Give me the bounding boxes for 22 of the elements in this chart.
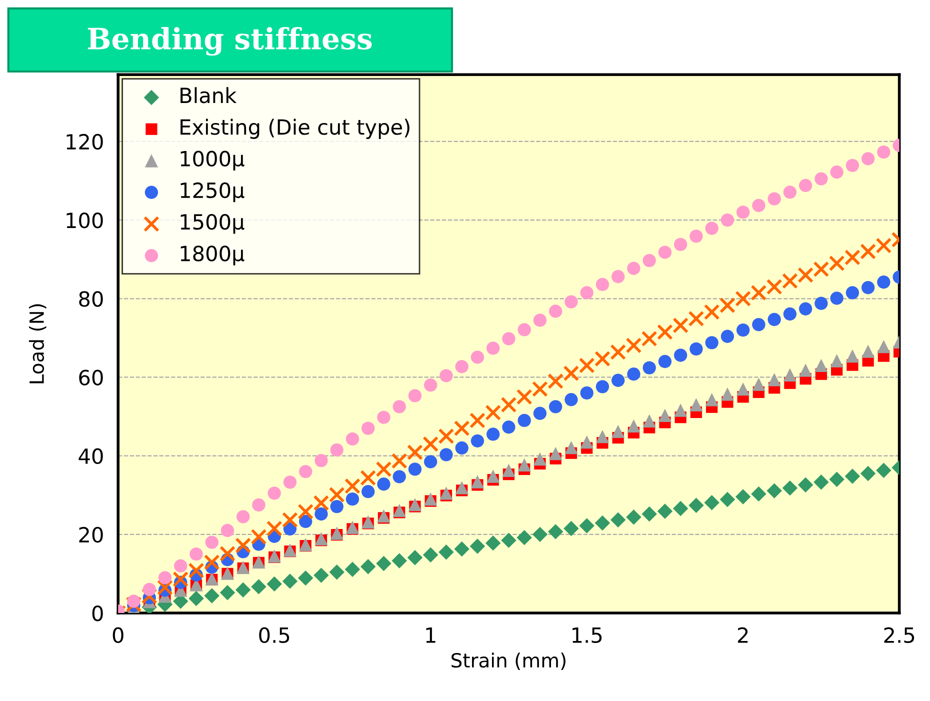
x-axis-title: Strain (mm) [452,652,566,670]
legend-label: 1800μ [180,246,244,266]
legend-label: Blank [180,87,237,104]
x-tick-label: 0.5 [259,627,290,644]
legend-label: 1250μ [180,182,244,202]
y-tick-label: 0 [92,605,103,622]
y-tick-label: 20 [79,526,103,543]
x-tick-label: 1 [426,628,436,643]
x-tick-label: 0 [112,627,124,644]
y-tick-label: 60 [79,370,103,386]
y-tick-label: 100 [66,212,103,228]
x-tick-label: 2 [738,627,748,643]
x-tick-label: 2.5 [884,627,914,644]
legend-label: Existing (Die cut type) [180,118,410,139]
legend-label: 1000μ [180,150,244,171]
legend-label: 1500μ [180,214,244,234]
chart-title: Bending stiffness [88,27,372,56]
y-tick-label: 80 [79,291,103,307]
y-tick-label: 120 [66,134,103,150]
x-tick-label: 1.5 [572,628,602,644]
y-tick-label: 40 [78,448,103,464]
y-axis-title: Load (N) [28,304,46,384]
